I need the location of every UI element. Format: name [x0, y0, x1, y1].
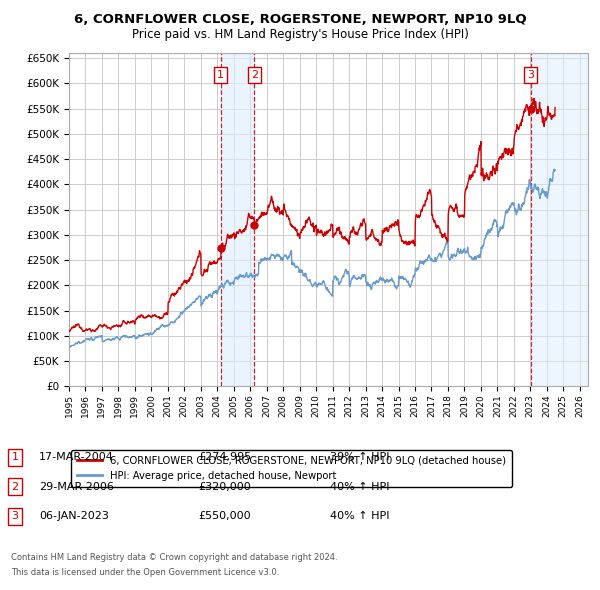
Text: 29-MAR-2006: 29-MAR-2006 — [39, 482, 114, 491]
Text: 40% ↑ HPI: 40% ↑ HPI — [330, 512, 389, 521]
Text: 6, CORNFLOWER CLOSE, ROGERSTONE, NEWPORT, NP10 9LQ: 6, CORNFLOWER CLOSE, ROGERSTONE, NEWPORT… — [74, 13, 526, 26]
Text: Contains HM Land Registry data © Crown copyright and database right 2024.: Contains HM Land Registry data © Crown c… — [11, 553, 337, 562]
Text: Price paid vs. HM Land Registry's House Price Index (HPI): Price paid vs. HM Land Registry's House … — [131, 28, 469, 41]
Text: This data is licensed under the Open Government Licence v3.0.: This data is licensed under the Open Gov… — [11, 568, 279, 577]
Text: 06-JAN-2023: 06-JAN-2023 — [39, 512, 109, 521]
Text: 3: 3 — [11, 512, 19, 521]
Text: £320,000: £320,000 — [198, 482, 251, 491]
Text: 2: 2 — [11, 482, 19, 491]
Point — [216, 243, 226, 253]
Bar — [221, 53, 254, 386]
Text: 1: 1 — [11, 453, 19, 462]
Point — [250, 220, 259, 230]
Legend: 6, CORNFLOWER CLOSE, ROGERSTONE, NEWPORT, NP10 9LQ (detached house), HPI: Averag: 6, CORNFLOWER CLOSE, ROGERSTONE, NEWPORT… — [71, 450, 512, 487]
Text: £550,000: £550,000 — [198, 512, 251, 521]
Bar — [550, 53, 588, 386]
Text: 39% ↑ HPI: 39% ↑ HPI — [330, 453, 389, 462]
Text: 2: 2 — [251, 70, 258, 80]
Text: 17-MAR-2004: 17-MAR-2004 — [39, 453, 114, 462]
Text: £274,995: £274,995 — [198, 453, 251, 462]
Text: 40% ↑ HPI: 40% ↑ HPI — [330, 482, 389, 491]
Point — [526, 104, 535, 113]
Text: 3: 3 — [527, 70, 534, 80]
Text: 1: 1 — [217, 70, 224, 80]
Bar — [530, 53, 588, 386]
